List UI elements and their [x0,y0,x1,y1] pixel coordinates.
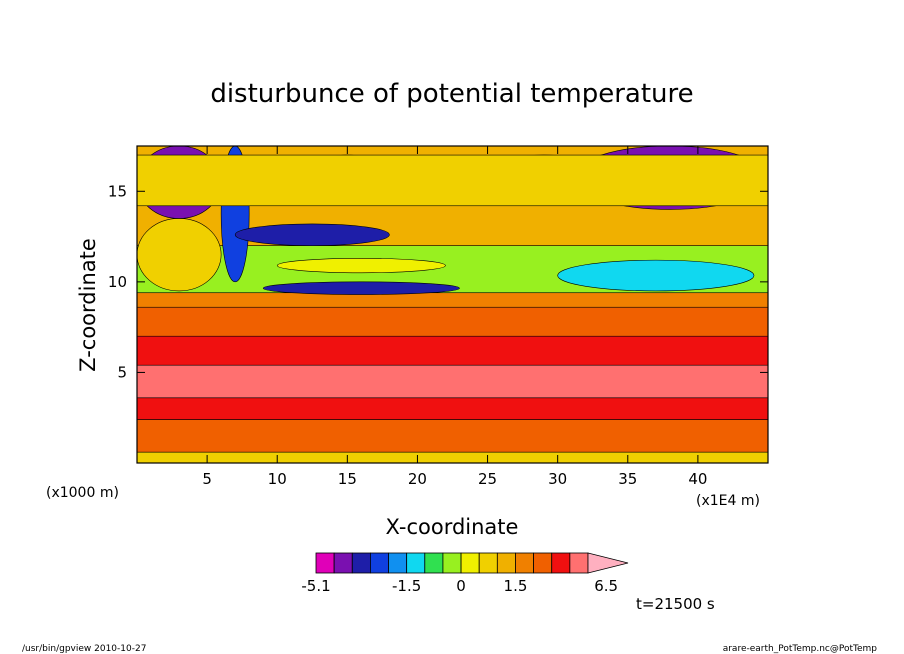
chart-title: disturbunce of potential temperature [210,79,693,109]
x-tick-label: 30 [548,470,567,488]
plot-area [137,146,768,463]
x-tick-label: 40 [688,470,707,488]
x-tick-label: 15 [338,470,357,488]
colorbar-extend-arrow [587,552,629,574]
x-tick-label: 5 [202,470,212,488]
footer-left: /usr/bin/gpview 2010-10-27 [22,644,146,654]
colorbar-tick-label: -5.1 [301,577,330,595]
colorbar [315,552,629,574]
colorbar-tick-label: 6.5 [594,577,618,595]
x-tick-label: 20 [408,470,427,488]
x-axis-label: X-coordinate [386,515,519,539]
plot-frame [136,145,769,464]
field-region [276,258,446,274]
y-tick-label: 15 [108,182,127,200]
field-region [234,223,390,246]
field-region [137,364,768,399]
field-region [137,419,768,453]
time-label: t=21500 s [636,595,715,613]
footer-right: arare-earth_PotTemp.nc@PotTemp [723,644,878,654]
field-region [137,335,768,366]
y-axis-ticks: 5 10 15 [108,182,768,381]
colorbar-swatch [496,552,516,574]
field-region [557,259,755,292]
field-region [137,306,768,337]
field-region [137,218,222,292]
x-axis-unit: (x1E4 m) [696,493,760,509]
y-axis-label: Z-coordinate [76,238,100,372]
colorbar-swatch [333,552,353,574]
colorbar-swatch [551,552,571,574]
x-tick-label: 25 [478,470,497,488]
colorbar-swatch [533,552,553,574]
field-region [137,397,768,420]
colorbar-swatch [569,552,589,574]
x-axis-ticks: 5 10 15 20 25 30 35 40 [202,146,707,488]
colorbar-tick-label: 1.5 [504,577,528,595]
x-tick-label: 35 [618,470,637,488]
y-tick-label: 5 [117,363,127,381]
field-region [137,292,768,308]
colorbar-swatch [388,552,408,574]
colorbar-swatch [369,552,389,574]
x-tick-label: 10 [268,470,287,488]
colorbar-tick-label: 0 [456,577,466,595]
colorbar-swatch [515,552,535,574]
colorbar-swatch [406,552,426,574]
colorbar-tick-label: -1.5 [392,577,421,595]
y-tick-label: 10 [108,273,127,291]
colorbar-swatch [351,552,371,574]
colorbar-swatch [424,552,444,574]
colorbar-swatch [478,552,498,574]
field-region [137,154,768,207]
colorbar-tick-labels: -5.1 -1.5 0 1.5 6.5 [301,577,618,595]
field-region [137,451,768,463]
colorbar-swatch [442,552,462,574]
field-region [262,281,460,295]
colorbar-swatch [315,552,335,574]
y-axis-unit: (x1000 m) [46,485,119,501]
colorbar-swatch [460,552,480,574]
